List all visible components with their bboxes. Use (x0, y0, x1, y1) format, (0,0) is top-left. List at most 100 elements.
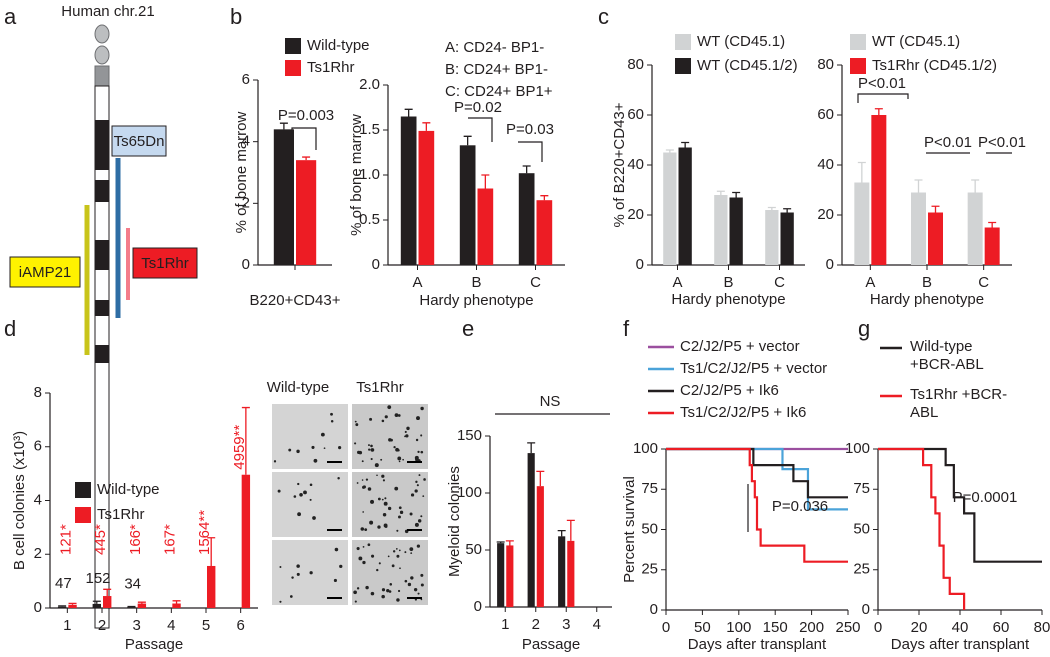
colony-dot (303, 490, 307, 495)
colony-dot (376, 474, 378, 477)
micrograph (352, 540, 428, 605)
colony-dot (382, 479, 386, 482)
colony-dot (330, 420, 334, 423)
colony-dot (362, 485, 366, 489)
colony-dot (409, 512, 413, 516)
micrographs: Wild-type Ts1Rhr (267, 379, 428, 605)
y-tick-label: 100 (845, 440, 870, 457)
colony-dot (309, 483, 313, 487)
colony-dot (354, 420, 357, 423)
micrograph (352, 472, 428, 537)
y-axis-label: % of B220+CD43+ (611, 102, 628, 227)
error-bar (404, 108, 413, 117)
colony-dot (384, 497, 387, 500)
bar (714, 195, 728, 265)
colony-dot (381, 474, 385, 478)
significance-bracket (291, 127, 317, 150)
y-tick-label: 6 (242, 71, 250, 88)
colony-dot (364, 528, 368, 532)
colony-dot (337, 476, 340, 480)
error-bar (127, 605, 136, 608)
colony-dot (381, 419, 385, 423)
bar (127, 607, 136, 608)
chromosome-band (95, 180, 109, 202)
error-bar (58, 605, 67, 607)
annotation: P=0.003 (278, 107, 334, 124)
value-label: 4959** (231, 425, 248, 470)
colony-dot (296, 572, 300, 576)
y-tick-label: 0 (826, 256, 834, 273)
colony-dot (405, 434, 409, 438)
colony-dot (420, 406, 424, 411)
x-tick-label: 3 (562, 616, 570, 633)
colony-dot (339, 564, 343, 569)
bar (780, 212, 794, 265)
error-bar (665, 149, 674, 153)
colony-dot (309, 498, 312, 501)
y-tick-label: 150 (457, 427, 482, 444)
panel-label: e (462, 316, 474, 341)
colony-dot (370, 591, 375, 596)
significance-bracket (857, 93, 909, 103)
x-tick-label: 2 (98, 617, 106, 634)
x-tick-label: 200 (799, 619, 824, 636)
error-bar (527, 442, 536, 454)
x-tick-label: 150 (763, 619, 788, 636)
colony-dot (399, 567, 401, 570)
bar (137, 603, 147, 608)
colony-dot (333, 578, 337, 583)
error-bar (566, 519, 575, 541)
colony-dot (414, 522, 419, 527)
y-tick-label: 0 (474, 598, 482, 615)
colony-dot (402, 458, 404, 461)
colony-dot (395, 548, 398, 550)
bar (984, 227, 1000, 265)
error-bar (207, 537, 216, 566)
x-tick-label: 250 (835, 619, 860, 636)
bar (967, 192, 983, 265)
colony-dot (396, 529, 399, 532)
colony-dot (417, 450, 420, 454)
colony-dot (410, 493, 415, 497)
bar (172, 603, 181, 608)
colony-dot (395, 447, 399, 452)
colony-dot (389, 583, 393, 586)
chromosome-band (95, 300, 109, 316)
y-tick-label: 40 (817, 156, 834, 173)
diagram-title: Human chr.21 (61, 3, 154, 20)
colony-dot (380, 458, 383, 461)
colony-dot (279, 600, 282, 603)
error-bar (931, 205, 940, 213)
x-tick-label: C (774, 274, 785, 291)
chromosome-satellite (94, 45, 110, 65)
colony-dot (422, 495, 425, 498)
bar (527, 453, 535, 607)
y-tick-label: 80 (817, 56, 834, 73)
colony-dot (414, 489, 418, 493)
colony-dot (420, 583, 424, 587)
x-tick-label: 4 (167, 617, 175, 634)
error-bar (302, 156, 311, 161)
y-tick-label: 60 (817, 106, 834, 123)
y-tick-label: 0 (636, 256, 644, 273)
survival-line (666, 447, 848, 499)
colony-dot (377, 497, 381, 501)
colony-dot (299, 492, 303, 497)
colony-dot (323, 447, 326, 450)
legend-swatch (675, 34, 691, 50)
colony-dot (358, 556, 363, 561)
colony-dot (416, 484, 419, 487)
colony-dot (289, 595, 293, 598)
x-axis-label: Passage (125, 636, 183, 653)
colony-dot (297, 482, 300, 486)
legend-swatch (850, 58, 866, 74)
legend-swatch (850, 34, 866, 50)
significance-bracket (468, 117, 493, 142)
colony-dot (369, 417, 373, 421)
y-tick-label: 75 (641, 480, 658, 497)
colony-dot (358, 450, 363, 455)
colony-dot (279, 566, 282, 568)
y-tick-label: 0 (372, 256, 380, 273)
colony-dot (330, 412, 333, 416)
x-tick-label: 40 (952, 619, 969, 636)
